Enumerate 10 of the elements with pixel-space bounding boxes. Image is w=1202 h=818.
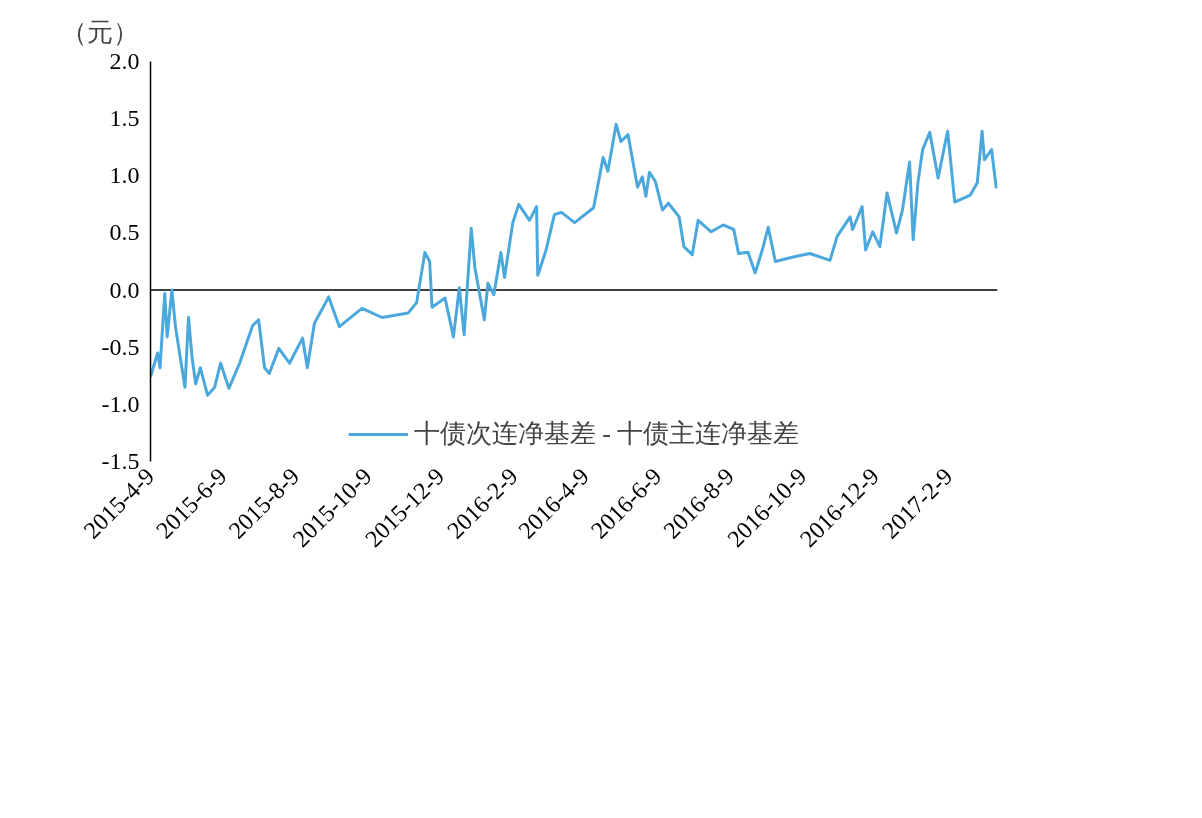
y-tick-label: 1.0 bbox=[109, 162, 140, 189]
y-tick-label: -1.0 bbox=[101, 390, 140, 417]
y-axis-title: （元） bbox=[60, 17, 139, 47]
y-tick-label: 0.0 bbox=[109, 276, 140, 303]
line-series bbox=[150, 122, 998, 397]
y-tick-label: -0.5 bbox=[101, 333, 140, 360]
legend-label: 十债次连净基差 - 十债主连净基差 bbox=[413, 418, 800, 450]
y-tick-label: 0.5 bbox=[109, 219, 140, 246]
y-tick-label: 1.5 bbox=[109, 105, 140, 132]
y-tick-label: 2.0 bbox=[109, 48, 140, 74]
